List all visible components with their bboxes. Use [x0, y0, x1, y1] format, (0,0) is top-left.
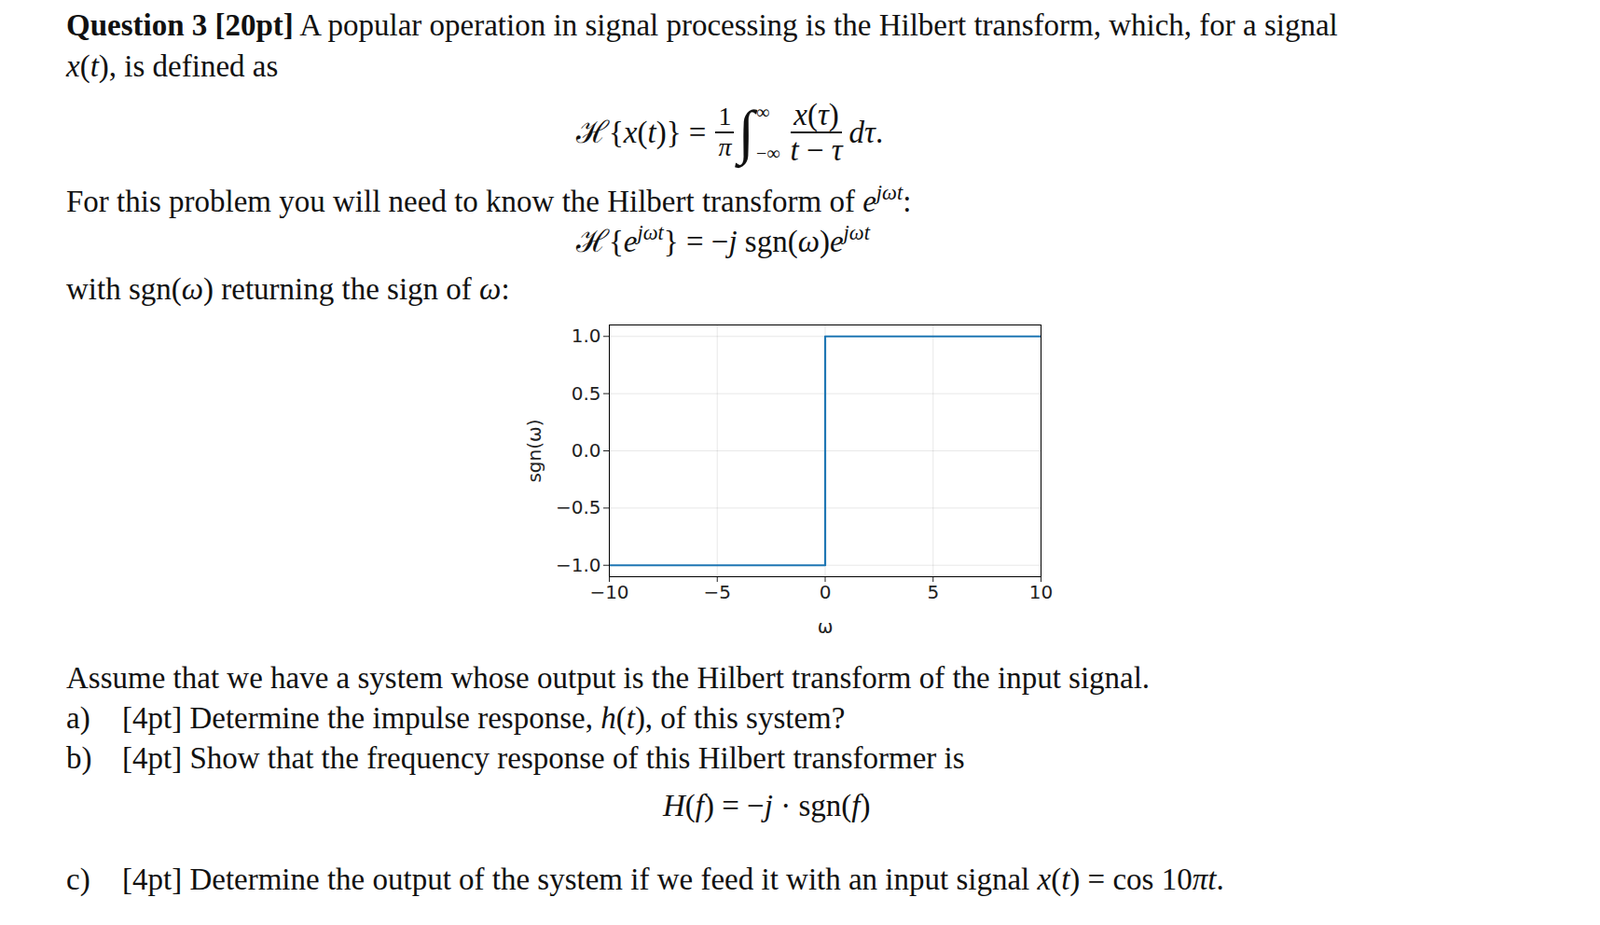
- html-text:Question 3 [20pt] A popular op: Question 3 [20pt] A popular operation in…: [66, 8, 1338, 42]
- html-text:For this problem you will need: For this problem you will need to know t…: [66, 180, 912, 219]
- svg-text:sgn(ω): sgn(ω): [523, 418, 546, 483]
- html-text:π: π: [718, 132, 732, 162]
- html-text:x (t), is defined as: x (t), is defined as: [66, 49, 279, 83]
- svg-text:−0.5: −0.5: [555, 496, 602, 519]
- html-text:a): a): [66, 701, 91, 735]
- svg-text:0: 0: [819, 580, 832, 604]
- html-text:[4pt] Determine the output of: [4pt] Determine the output of the system…: [122, 862, 1224, 897]
- html-text:t − τ d τ.: t − τ d τ.: [790, 115, 884, 167]
- html-text:ℋ{x (t)} = 1: ℋ{x (t)} = 1: [576, 101, 732, 150]
- svg-text:5: 5: [926, 580, 939, 604]
- html-text:b): b): [66, 741, 92, 775]
- html-text:[4pt] Show that the frequency: [4pt] Show that the frequency response o…: [122, 741, 965, 775]
- html-text:ℋ{ejωt} = − j sgn(ω) ejωt: ℋ{ejωt} = − j sgn(ω) ejωt: [576, 220, 870, 259]
- html-text:Assume that we have a system w: Assume that we have a system whose outpu…: [66, 661, 1150, 695]
- svg-text:−5: −5: [703, 580, 732, 604]
- html-text:[4pt] Determine the impulse re: [4pt] Determine the impulse response, h …: [122, 701, 846, 735]
- html-text:x (τ): x (τ): [793, 97, 839, 132]
- svg-text:0.0: 0.0: [571, 439, 602, 462]
- svg-text:0.5: 0.5: [571, 382, 602, 405]
- html-text:with sgn(ω) returning the sign: with sgn(ω) returning the sign of ω:: [66, 272, 510, 306]
- svg-text:−10: −10: [589, 580, 629, 604]
- html-text:c): c): [66, 862, 91, 897]
- html-text:H (f) = − j · sgn(f): H (f) = − j · sgn(f): [662, 788, 871, 823]
- svg-text:1.0: 1.0: [571, 324, 602, 347]
- svg-text:ω: ω: [817, 615, 834, 638]
- svg-text:−1.0: −1.0: [555, 553, 602, 577]
- svg-text:10: 10: [1029, 580, 1053, 604]
